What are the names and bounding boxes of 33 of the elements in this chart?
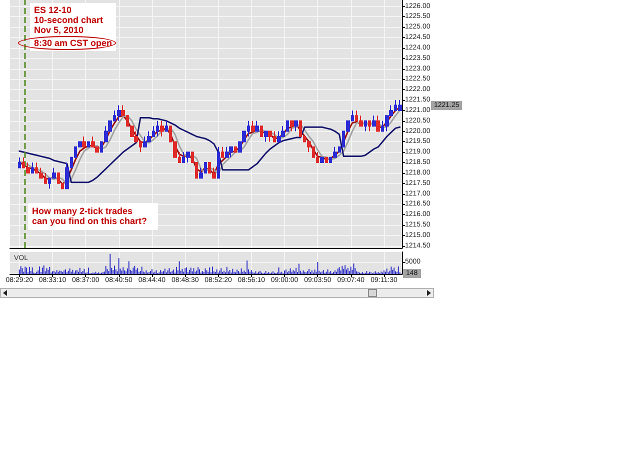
candlestick	[165, 120, 168, 132]
ref-line-label: 8:30 am CST open	[34, 38, 112, 48]
candlestick	[31, 162, 34, 174]
candlestick	[260, 126, 263, 138]
annotation: How many 2-tick trades can you find on this chart?	[28, 203, 158, 230]
candlestick	[294, 120, 298, 132]
candlestick	[217, 146, 220, 179]
candlestick	[376, 115, 380, 132]
candlestick	[368, 120, 371, 132]
candlestick	[117, 104, 121, 122]
candlestick	[221, 146, 224, 158]
candlestick	[87, 141, 90, 148]
candlestick	[255, 120, 259, 132]
annotation: Nov 5, 2010	[34, 25, 85, 35]
candlestick	[320, 156, 324, 164]
candlestick	[264, 130, 268, 142]
candlestick	[398, 100, 402, 111]
candlestick	[18, 156, 21, 168]
candlestick	[364, 120, 367, 132]
candlestick	[82, 136, 86, 148]
candlestick	[234, 146, 237, 153]
candlestick	[160, 120, 164, 138]
candlestick	[186, 152, 190, 164]
candlestick	[325, 156, 328, 164]
text: 10-second chart	[34, 15, 104, 25]
candlestick	[251, 120, 255, 132]
candlestick	[372, 115, 376, 127]
candlestick	[290, 120, 294, 132]
candlestick	[268, 130, 272, 142]
candlestick	[225, 146, 229, 158]
text: ES 12-10	[34, 5, 73, 15]
candlestick	[229, 146, 233, 158]
candlestick	[156, 120, 159, 138]
